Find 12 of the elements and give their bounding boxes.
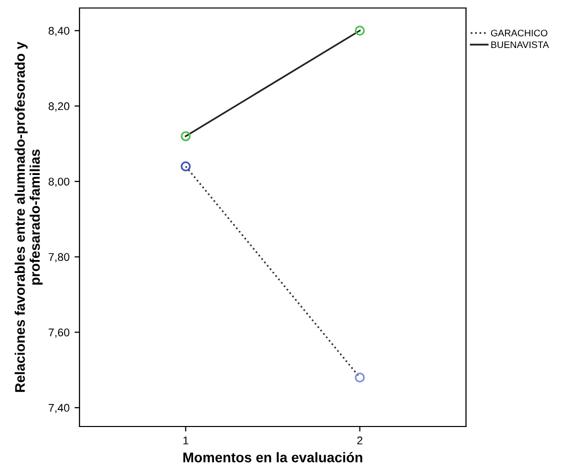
legend-label: BUENAVISTA	[491, 41, 549, 48]
y-tick-label: 7,80	[48, 253, 70, 262]
y-axis-title: Relaciones favorables entre alumnado-profesorado y profesarado-familias	[14, 42, 43, 392]
y-tick-label: 7,40	[48, 404, 70, 414]
x-tick-label: 2	[357, 436, 362, 444]
x-axis-title: Momentos en la evaluación	[183, 452, 362, 462]
y-tick-label: 8,20	[48, 102, 70, 112]
y-tick-label: 7,60	[48, 328, 70, 338]
legend-label: GARACHICO	[491, 30, 548, 36]
x-tick-label: 1	[183, 436, 188, 444]
y-tick-label: 8,40	[48, 26, 70, 36]
y-tick-label: 8,00	[48, 178, 70, 187]
